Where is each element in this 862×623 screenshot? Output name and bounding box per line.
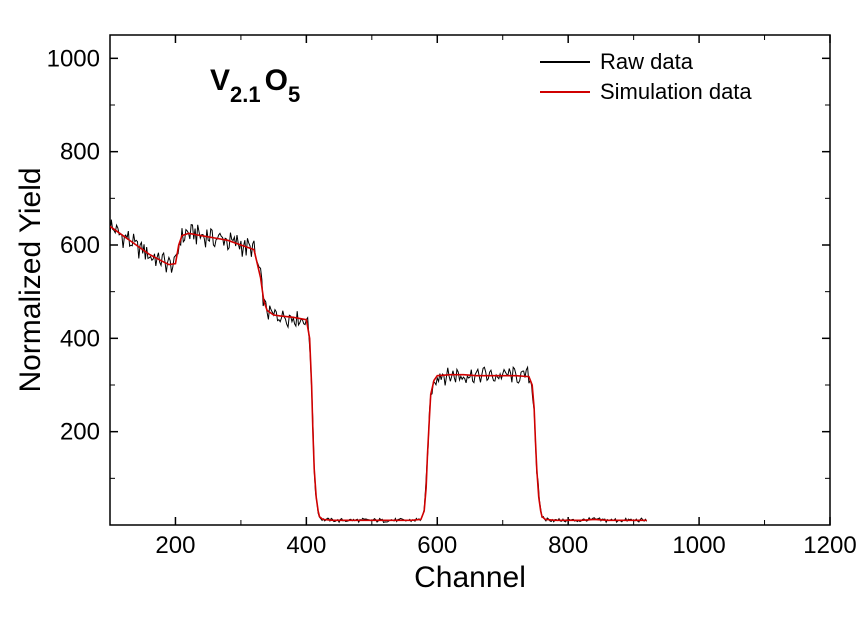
y-tick-label: 800	[60, 139, 100, 166]
chart-container: { "chart": { "type": "line", "width": 86…	[0, 0, 862, 623]
x-tick-label: 200	[155, 532, 195, 559]
legend-label: Simulation data	[600, 79, 752, 104]
x-axis-label: Channel	[414, 561, 526, 594]
x-tick-label: 800	[548, 532, 588, 559]
y-tick-label: 400	[60, 325, 100, 352]
y-axis-label: Normalized Yield	[14, 167, 47, 392]
x-tick-label: 1200	[803, 532, 856, 559]
rbs-spectrum-chart: 200 400 600 800 1000 1200 200 400 600 800 1000 Chan…	[0, 0, 862, 623]
x-tick-label: 600	[417, 532, 457, 559]
legend-label: Raw data	[600, 49, 694, 74]
x-tick-label: 400	[286, 532, 326, 559]
y-tick-label: 1000	[47, 45, 100, 72]
y-tick-label: 600	[60, 232, 100, 259]
y-tick-label: 200	[60, 419, 100, 446]
x-tick-label: 1000	[672, 532, 725, 559]
